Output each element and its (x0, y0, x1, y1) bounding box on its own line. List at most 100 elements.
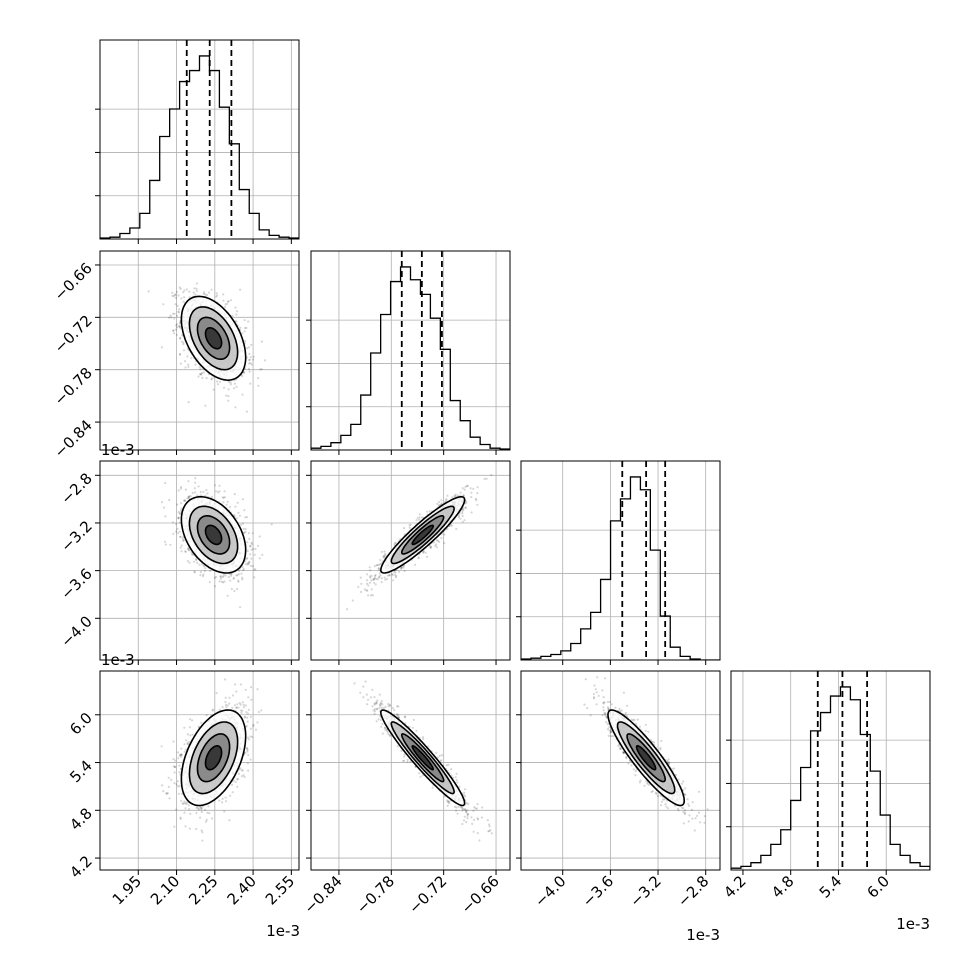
sample-point (235, 320, 238, 323)
sample-point (370, 579, 373, 582)
sample-point (197, 375, 200, 378)
sample-point (171, 294, 174, 297)
sample-point (188, 495, 191, 498)
sample-point (346, 608, 349, 611)
sample-point (204, 293, 207, 296)
sample-point (182, 539, 185, 542)
sample-point (184, 488, 187, 491)
sample-point (189, 495, 192, 498)
sample-point (227, 395, 230, 398)
sample-point (435, 546, 438, 549)
sample-point (225, 706, 228, 709)
sample-point (179, 327, 182, 330)
panel-frame (520, 460, 721, 661)
sample-point (374, 573, 377, 577)
sample-point (465, 501, 468, 504)
sample-point (242, 774, 245, 777)
sample-point (394, 576, 397, 579)
sample-point (235, 385, 238, 388)
sample-point (180, 340, 184, 343)
sample-point (178, 325, 181, 328)
sample-point (194, 363, 197, 366)
sample-point (187, 495, 191, 498)
sample-point (457, 516, 460, 519)
sample-point (365, 589, 368, 592)
sample-point (179, 546, 182, 549)
sample-point (464, 485, 467, 488)
sample-point (400, 567, 403, 571)
x-tick-label: 4.2 (720, 872, 750, 902)
sample-point (250, 343, 253, 346)
sample-point (253, 568, 256, 571)
sample-point (359, 576, 362, 579)
sample-point (470, 495, 473, 499)
sample-point (244, 326, 247, 330)
sample-point (424, 551, 427, 554)
sample-point (245, 326, 248, 330)
sample-point (195, 559, 198, 562)
sample-point (246, 541, 249, 544)
sample-point (175, 290, 178, 294)
sample-point (437, 500, 441, 504)
sample-point (175, 522, 178, 526)
sample-point (234, 505, 237, 508)
sample-point (178, 530, 181, 533)
sample-point (245, 516, 248, 519)
sample-point (259, 368, 262, 371)
sample-point (213, 576, 216, 580)
sample-point (366, 579, 369, 582)
sample-point (466, 484, 469, 488)
sample-point (175, 530, 178, 533)
sample-point (176, 314, 179, 317)
x-tick-label: 5.4 (816, 872, 846, 902)
sample-point (202, 564, 205, 567)
sample-point (459, 491, 462, 494)
sample-point (254, 568, 257, 571)
sample-point (187, 496, 190, 499)
sample-point (258, 557, 261, 560)
sample-point (380, 581, 383, 584)
sample-point (191, 553, 194, 556)
sample-point (241, 522, 244, 525)
sample-point (393, 570, 396, 573)
sample-point (195, 287, 198, 290)
sample-point (230, 574, 233, 577)
sample-point (224, 574, 227, 577)
sample-point (463, 488, 466, 491)
sample-point (428, 544, 431, 547)
sample-point (216, 383, 220, 386)
sample-point (257, 377, 260, 380)
sample-point (177, 517, 180, 520)
density-contour (196, 316, 231, 360)
sample-point (418, 516, 421, 519)
sample-point (373, 581, 376, 584)
sample-point (224, 678, 227, 681)
sample-point (247, 708, 250, 712)
sample-point (422, 550, 425, 553)
sample-point (249, 735, 252, 738)
sample-point (446, 527, 449, 530)
histogram-panel (100, 40, 299, 239)
sample-point (160, 346, 163, 349)
histogram-step (100, 55, 299, 239)
sample-point (222, 501, 225, 504)
sample-point (182, 343, 185, 346)
sample-point (213, 585, 216, 588)
sample-point (367, 594, 370, 597)
sample-point (428, 510, 431, 513)
sample-point (187, 480, 190, 483)
sample-point (184, 748, 187, 751)
sample-point (199, 574, 202, 577)
sample-point (476, 492, 479, 495)
sample-point (180, 486, 183, 489)
sample-point (246, 747, 249, 750)
sample-point (182, 802, 185, 806)
sample-point (170, 316, 173, 319)
sample-point (206, 492, 209, 495)
sample-point (384, 552, 387, 556)
sample-point (246, 750, 249, 753)
sample-point (204, 567, 207, 570)
sample-point (244, 530, 247, 533)
sample-point (418, 518, 421, 521)
sample-point (219, 575, 222, 578)
